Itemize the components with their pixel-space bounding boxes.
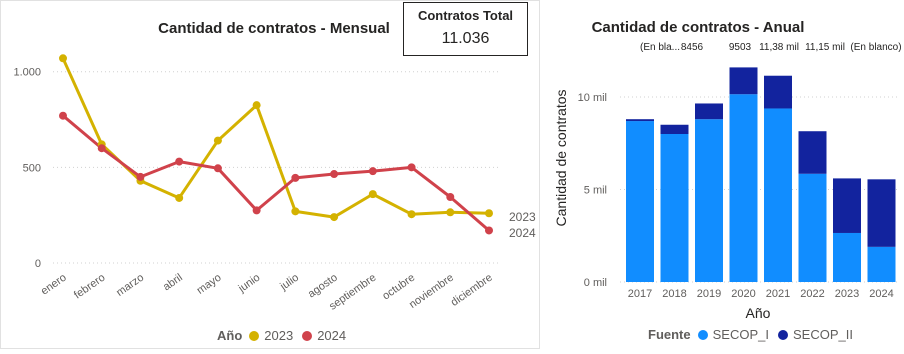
x-tick-label: 2020: [731, 288, 755, 300]
annual-y-axis-label: Cantidad de contratos: [553, 90, 569, 227]
annual-stacked-bar-chart: Cantidad de contratos - Anual (En bla...…: [553, 19, 902, 321]
data-point-2023[interactable]: [175, 193, 184, 202]
legend-label-2024[interactable]: 2024: [317, 328, 347, 343]
x-tick-label: 2022: [800, 288, 824, 300]
x-tick-label: enero: [39, 272, 69, 298]
top-data-label: (En blanco): [850, 42, 901, 53]
y-tick-label: 10 mil: [578, 92, 607, 104]
data-point-2024[interactable]: [252, 206, 261, 215]
monthly-line-chart: Cantidad de contratos - Mensual 0 500 1.00…: [13, 20, 536, 313]
y-tick-label: 0 mil: [584, 277, 607, 289]
x-tick-label: julio: [277, 272, 301, 294]
annual-x-axis-label: Año: [746, 305, 771, 321]
series-line-2024: [62, 114, 490, 232]
data-point-2023[interactable]: [407, 210, 416, 219]
x-tick-label: junio: [236, 272, 263, 296]
top-data-label: 11,15 mil: [805, 42, 845, 53]
annual-legend-title: Fuente: [648, 327, 691, 342]
bar-secop-ii[interactable]: [867, 179, 896, 247]
monthly-chart-title: Cantidad de contratos - Mensual: [158, 20, 390, 37]
y-tick-label: 5 mil: [584, 185, 607, 197]
top-data-label: (En bla...: [640, 42, 680, 53]
kpi-label: Contratos Total: [417, 8, 514, 23]
series-end-label-2023: 2023: [509, 210, 536, 224]
x-tick-label: abril: [161, 272, 185, 294]
data-point-2024[interactable]: [213, 164, 222, 173]
data-point-2023[interactable]: [368, 190, 377, 199]
x-tick-label: 2018: [662, 288, 686, 300]
data-point-2023[interactable]: [330, 213, 339, 222]
data-point-2023[interactable]: [485, 209, 493, 218]
data-point-2024[interactable]: [291, 173, 300, 182]
kpi-card-contratos-total[interactable]: Contratos Total 11.036: [403, 2, 528, 56]
bar-secop-ii[interactable]: [833, 178, 861, 233]
data-point-2024[interactable]: [368, 167, 377, 176]
bar-secop-i[interactable]: [660, 134, 689, 282]
bar-secop-i[interactable]: [695, 119, 723, 282]
data-point-2024[interactable]: [485, 226, 493, 235]
bar-secop-i[interactable]: [764, 108, 792, 282]
data-point-2023[interactable]: [446, 208, 455, 217]
series-line-2023: [61, 57, 490, 219]
bar-secop-ii[interactable]: [626, 119, 654, 122]
bar-secop-i[interactable]: [867, 246, 896, 282]
x-tick-label: diciembre: [449, 272, 495, 309]
annual-chart-title: Cantidad de contratos - Anual: [592, 19, 805, 36]
kpi-value: 11.036: [441, 30, 490, 47]
y-tick-label: 1.000: [13, 67, 41, 79]
x-tick-label: febrero: [72, 272, 107, 302]
x-tick-label: 2023: [835, 288, 859, 300]
legend-marker-secop-i: [697, 329, 708, 340]
x-tick-label: 2019: [697, 288, 721, 300]
data-point-2024[interactable]: [97, 144, 106, 153]
monthly-legend-title: Año: [217, 328, 243, 343]
monthly-chart-panel[interactable]: Cantidad de contratos - Mensual 0 500 1.00…: [0, 0, 540, 349]
legend-label-2023[interactable]: 2023: [264, 328, 294, 343]
bar-secop-i[interactable]: [798, 173, 827, 282]
data-point-2024[interactable]: [136, 172, 145, 181]
data-point-2023[interactable]: [291, 207, 300, 216]
x-tick-label: 2017: [628, 288, 652, 300]
bar-secop-i[interactable]: [729, 94, 758, 282]
data-point-2024[interactable]: [407, 163, 416, 172]
data-point-2024[interactable]: [330, 170, 339, 179]
x-tick-label: agosto: [306, 272, 340, 301]
data-point-2023[interactable]: [59, 54, 67, 63]
annual-chart-panel[interactable]: Cantidad de contratos - Anual (En bla...…: [548, 0, 904, 349]
legend-label-secop-ii[interactable]: SECOP_II: [792, 327, 853, 342]
y-tick-label: 500: [23, 162, 41, 174]
bar-secop-ii[interactable]: [695, 103, 723, 120]
x-tick-label: 2021: [766, 288, 790, 300]
top-data-label: 8456: [681, 42, 704, 53]
data-point-2024[interactable]: [446, 193, 455, 201]
legend-label-secop-i[interactable]: SECOP_I: [712, 327, 769, 342]
x-tick-label: 2024: [869, 288, 893, 300]
legend-marker-2023: [249, 330, 260, 341]
monthly-legend: Año 2023 2024: [217, 328, 350, 343]
bar-secop-ii[interactable]: [660, 124, 689, 134]
data-point-2024[interactable]: [59, 111, 67, 120]
x-tick-label: mayo: [195, 272, 224, 297]
legend-marker-2024: [302, 330, 313, 341]
bar-secop-ii[interactable]: [764, 75, 792, 109]
x-tick-label: marzo: [114, 272, 146, 299]
bar-secop-ii[interactable]: [729, 67, 758, 95]
data-point-2024[interactable]: [175, 157, 184, 166]
data-point-2023[interactable]: [252, 101, 261, 110]
series-end-label-2024: 2024: [509, 226, 536, 240]
y-tick-label: 0: [35, 258, 41, 270]
data-point-2023[interactable]: [213, 136, 222, 145]
bar-secop-i[interactable]: [626, 121, 654, 282]
bar-secop-i[interactable]: [833, 232, 861, 282]
annual-legend: Fuente SECOP_I SECOP_II: [648, 327, 857, 342]
top-data-label: 9503: [729, 42, 752, 53]
top-data-label: 11,38 mil: [759, 42, 799, 53]
bar-secop-ii[interactable]: [798, 131, 827, 174]
legend-marker-secop-ii: [777, 329, 788, 340]
